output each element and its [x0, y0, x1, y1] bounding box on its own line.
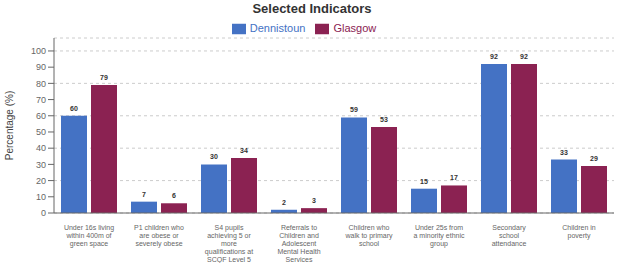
svg-text:90: 90 [36, 62, 46, 72]
svg-text:53: 53 [380, 116, 388, 123]
svg-text:0: 0 [41, 208, 46, 218]
html-text:Dennistoun: Dennistoun [249, 22, 306, 34]
svg-text:Under 25s froma minority ethni: Under 25s froma minority ethnicgroup [414, 224, 465, 248]
svg-text:Percentage (%): Percentage (%) [8, 91, 15, 160]
svg-text:30: 30 [36, 160, 46, 170]
svg-text:60: 60 [70, 105, 78, 112]
svg-text:10: 10 [36, 192, 46, 202]
svg-text:Children whowalk to primarysch: Children whowalk to primaryschool [344, 224, 393, 247]
svg-text:92: 92 [520, 53, 528, 60]
svg-text:Referrals toChildren andAdoles: Referrals toChildren andAdolescentMental… [277, 224, 320, 263]
svg-text:6: 6 [172, 192, 176, 199]
svg-text:100: 100 [31, 46, 46, 56]
svg-text:3: 3 [312, 197, 316, 204]
svg-text:15: 15 [420, 178, 428, 185]
svg-text:60: 60 [36, 111, 46, 121]
svg-text:34: 34 [240, 147, 248, 154]
html-text:Glasgow: Glasgow [333, 22, 377, 34]
svg-text:80: 80 [36, 79, 46, 89]
html-text:Selected Indicators: Selected Indicators [252, 1, 372, 16]
svg-text:79: 79 [100, 74, 108, 81]
svg-text:P1 children whoare obese orsev: P1 children whoare obese orseverely obes… [134, 224, 184, 248]
svg-text:33: 33 [560, 149, 568, 156]
svg-text:2: 2 [282, 199, 286, 206]
svg-text:Under 16s livingwithin 400m of: Under 16s livingwithin 400m ofgreen spac… [64, 224, 114, 248]
svg-text:Secondaryschoolattendance: Secondaryschoolattendance [492, 224, 527, 247]
svg-text:50: 50 [36, 127, 46, 137]
svg-text:40: 40 [36, 143, 46, 153]
svg-text:7: 7 [142, 191, 146, 198]
svg-text:S4 pupilsachieving 5 ormorequa: S4 pupilsachieving 5 ormorequalification… [205, 224, 253, 263]
svg-text:20: 20 [36, 176, 46, 186]
svg-text:17: 17 [450, 174, 458, 181]
svg-text:Children inpoverty: Children inpoverty [562, 224, 596, 240]
svg-text:92: 92 [490, 53, 498, 60]
svg-text:70: 70 [36, 95, 46, 105]
svg-text:59: 59 [350, 106, 358, 113]
svg-text:30: 30 [210, 153, 218, 160]
svg-text:29: 29 [590, 155, 598, 162]
